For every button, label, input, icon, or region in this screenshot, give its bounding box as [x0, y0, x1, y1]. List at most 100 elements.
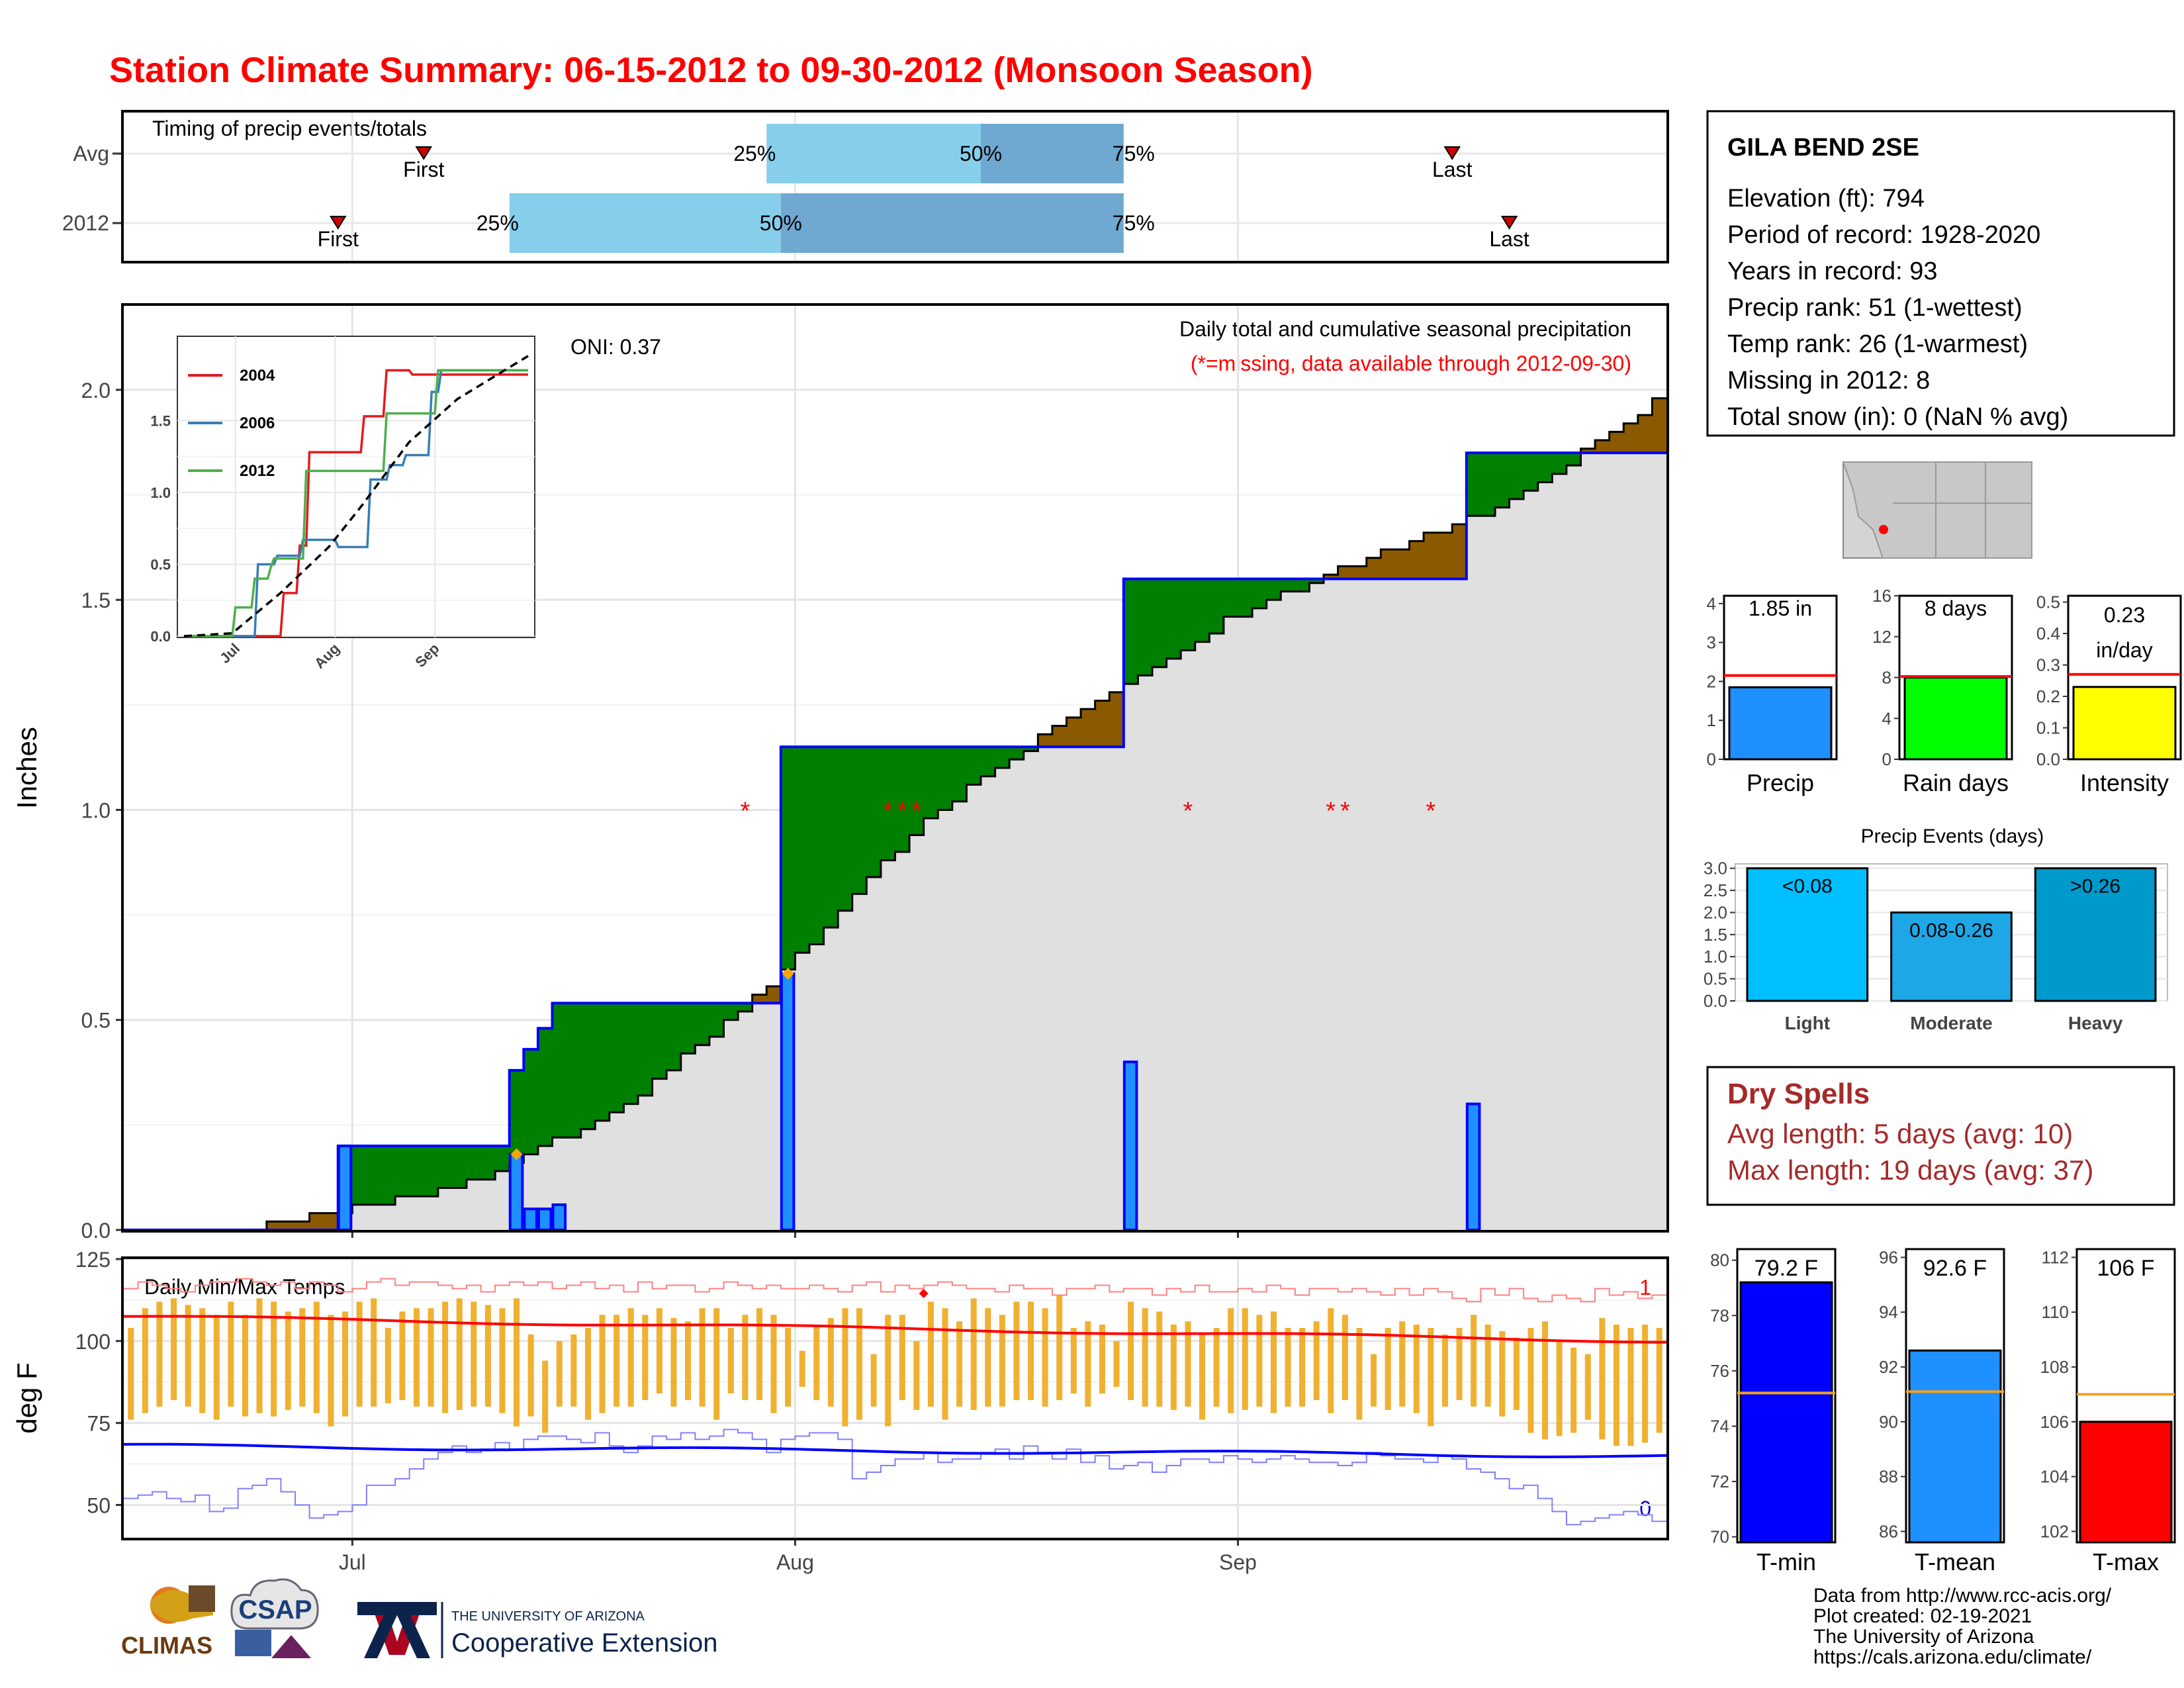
daily-precip-bar [523, 1207, 538, 1231]
university-of-arizona-logo: THE UNIVERSITY OF ARIZONA Cooperative Ex… [357, 1602, 717, 1658]
daily-precip-bar [337, 1145, 353, 1232]
timing-marker-label: First [318, 227, 359, 251]
timing-q25-label: 25% [733, 142, 776, 165]
precip-ylabel: Inches [11, 727, 42, 809]
precip-y-tick: 2.0 [81, 379, 111, 402]
record-max-line [124, 1278, 1666, 1303]
temperature-y-tick: 70 [1710, 1527, 1729, 1547]
temp-min-count: 0 [1639, 1497, 1651, 1521]
temperature-y-tick: 92 [1879, 1357, 1898, 1377]
events-category-label: Heavy [2068, 1013, 2123, 1033]
summary-y-tick: 0.2 [2036, 686, 2060, 706]
timing-q50-q75-bar [981, 124, 1124, 183]
dry-spells-frame [1706, 1066, 2175, 1206]
station-frame [1706, 110, 2175, 437]
timing-marker-label: Last [1489, 227, 1529, 251]
temperature-value-bar [1739, 1281, 1833, 1544]
precip-events-chart: Precip Events (days) 0.00.5 1.0 1.5 2.02.5 3… [1704, 825, 2168, 1033]
station-info-box: GILA BEND 2SE Elevation (ft): 794 Period… [1706, 110, 2175, 437]
events-y-tick: 1.0 [1704, 947, 1727, 966]
temp-y-tick: 75 [87, 1412, 111, 1436]
daily-precip-bar [780, 972, 796, 1231]
missing-data-marker: * [1426, 797, 1435, 825]
summary-bar-label: Precip [1747, 769, 1814, 796]
temperature-bar-label: T-mean [1915, 1548, 1995, 1575]
station-line: Elevation (ft): 794 [1727, 185, 1925, 212]
temperature-summary-bar: 102 104 106 108 110 112 106 F T-max [2040, 1247, 2176, 1575]
departure-areas [266, 398, 1667, 1230]
inset-legend-label: 2006 [240, 414, 275, 432]
month-tick-label: Aug [776, 1550, 814, 1574]
daily-precip-bar [1465, 1102, 1481, 1231]
missing-data-marker: * [911, 797, 921, 825]
events-category-label: Light [1785, 1013, 1830, 1033]
temperature-y-tick: 112 [2042, 1247, 2069, 1267]
events-y-tick: 3.0 [1704, 859, 1727, 878]
precip-plot-subtitle: (*=missing, data available through 2012-… [1191, 352, 1631, 375]
temperature-y-tick: 102 [2040, 1521, 2069, 1541]
summary-value-bar [2072, 686, 2177, 761]
cumulative-2012-line [124, 451, 1666, 1231]
inset-y-tick: 1.5 [150, 412, 171, 429]
dry-spells-max: Max length: 19 days (avg: 37) [1727, 1154, 2093, 1186]
events-category-label: Moderate [1910, 1013, 1992, 1033]
temperature-summary-bar: 86 88 90 92 94 96 92.6 F T-mean [1879, 1247, 2005, 1575]
credit-line: Data from http://www.rcc-acis.org/ [1813, 1585, 2112, 1607]
temp-plot: deg F Daily Min/Max Temps 1 0 5075100125… [11, 1248, 1669, 1574]
summary-y-tick: 4 [1882, 708, 1891, 728]
events-y-tick: 2.5 [1704, 880, 1727, 900]
precip-y-tick: 1.0 [81, 798, 111, 822]
temp-y-tick: 125 [75, 1248, 111, 1272]
timing-marker [1500, 216, 1518, 230]
precip-y-tick: 1.5 [81, 588, 111, 612]
temperature-bar-label: T-min [1756, 1548, 1816, 1575]
temp-y-tick: 100 [75, 1330, 111, 1354]
summary-y-tick: 0 [1707, 749, 1716, 769]
credit-line: https://cals.arizona.edu/climate/ [1813, 1646, 2092, 1668]
timing-panel: Timing of precip events/totals Avg 25% 50%… [62, 110, 1669, 263]
summary-y-tick: 0.0 [2036, 749, 2060, 769]
timing-marker-label: First [403, 158, 444, 181]
temperature-value-text: 106 F [2097, 1256, 2155, 1281]
station-location-marker [1879, 525, 1888, 534]
inset-legend-label: 2012 [240, 462, 275, 480]
summary-value-bar [1903, 677, 2008, 761]
events-y-tick: 0.0 [1704, 991, 1727, 1011]
summary-y-tick: 16 [1872, 586, 1891, 606]
dry-spells-title: Dry Spells [1727, 1078, 1870, 1110]
temp-y-tick: 50 [87, 1493, 111, 1517]
precip-events-title: Precip Events (days) [1861, 825, 2044, 847]
summary-y-tick: 4 [1707, 594, 1716, 614]
events-bar-label: >0.26 [2070, 876, 2120, 898]
figure-title: Station Climate Summary: 06-15-2012 to 0… [109, 50, 1313, 90]
timing-q50-label: 50% [960, 142, 1002, 165]
temperature-y-tick: 88 [1879, 1467, 1898, 1487]
station-line: Period of record: 1928-2020 [1727, 221, 2040, 249]
timing-row-label: Avg [73, 142, 109, 165]
summary-value-unit: in/day [2096, 638, 2152, 662]
missing-data-marker: * [1340, 797, 1350, 825]
temperature-summary-bar: 70 72 74 76 78 80 79.2 F T-min [1710, 1248, 1837, 1575]
daily-precip-bar [1122, 1060, 1138, 1231]
summary-y-tick: 0 [1882, 749, 1891, 769]
dry-spells-box: Dry Spells Avg length: 5 days (avg: 10) … [1706, 1066, 2175, 1206]
daily-precip-bar [537, 1207, 553, 1231]
inset-y-tick: 1.0 [150, 485, 171, 501]
record-min-line [124, 1429, 1666, 1526]
record-temp-marker [919, 1289, 929, 1299]
precip-y-tick: 0.5 [81, 1009, 111, 1033]
events-y-tick: 0.5 [1704, 969, 1727, 989]
timing-marker-label: Last [1432, 158, 1473, 181]
climas-logo-text: CLIMAS [121, 1632, 212, 1659]
events-bar [1746, 867, 1869, 1002]
csap-logo: CSAP [230, 1578, 319, 1658]
station-line: Total snow (in): 0 (NaN % avg) [1727, 403, 2068, 431]
station-line: Missing in 2012: 8 [1727, 367, 1930, 395]
summary-value-bar [1728, 686, 1833, 761]
events-y-tick: 2.0 [1704, 902, 1727, 922]
month-tick-label: Sep [1219, 1550, 1257, 1574]
summary-bar-label: Rain days [1903, 769, 2009, 796]
timing-q50-label: 50% [760, 211, 802, 235]
summary-value-text: 8 days [1925, 596, 1987, 620]
